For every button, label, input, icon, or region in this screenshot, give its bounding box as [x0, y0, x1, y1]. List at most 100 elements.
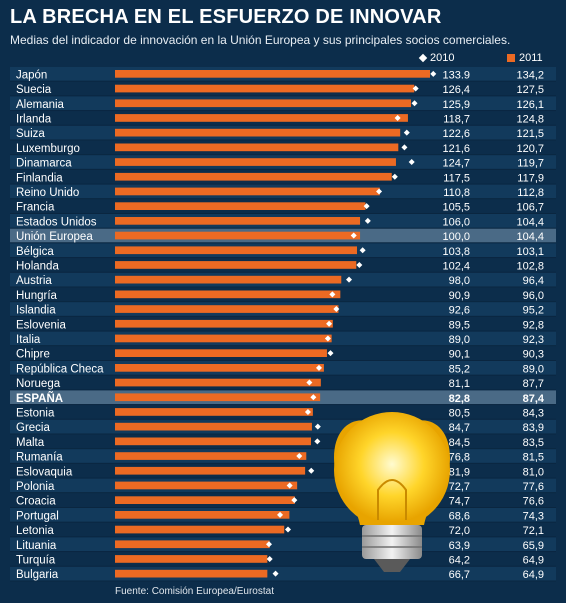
category-label: Chipre: [16, 349, 50, 361]
category-label: ESPAÑA: [16, 392, 63, 405]
value-label-2011: 92,8: [523, 319, 544, 331]
value-label-2010: 89,5: [449, 319, 470, 331]
value-label-2010: 81,9: [449, 466, 470, 478]
marker-2010: [291, 497, 298, 504]
bar-2011: [115, 275, 342, 284]
value-label-2011: 87,4: [523, 393, 545, 405]
legend-2010: 2010: [418, 52, 454, 64]
category-label: Japón: [16, 69, 47, 81]
marker-2010: [376, 188, 383, 195]
value-label-2011: 64,9: [523, 554, 544, 566]
value-label-2011: 65,9: [523, 540, 544, 552]
bar-2011: [115, 246, 358, 255]
category-label: Irlanda: [16, 113, 52, 125]
marker-2010: [327, 350, 334, 357]
marker-2010: [286, 482, 293, 489]
value-label-2011: 89,0: [523, 363, 544, 375]
bulb-globe: [334, 412, 450, 528]
category-label: Portugal: [16, 510, 59, 522]
category-label: Polonia: [16, 481, 55, 493]
bar-2011: [115, 422, 312, 431]
value-label-2011: 83,9: [523, 422, 544, 434]
table-row: [10, 537, 556, 552]
bar-2011: [115, 305, 339, 313]
bar-2011: [115, 349, 327, 357]
value-label-2010: 105,5: [442, 202, 470, 214]
category-label: Lituania: [16, 540, 57, 552]
value-label-2010: 98,0: [449, 275, 470, 287]
marker-2010: [333, 306, 340, 313]
marker-2010: [394, 114, 401, 121]
legend-2011-label: 2011: [519, 52, 543, 64]
source-note: Fuente: Comisión Europea/Eurostat: [115, 586, 274, 597]
value-label-2011: 96,4: [523, 275, 544, 287]
value-label-2010: 133.9: [442, 69, 470, 81]
bulb-base: [362, 525, 422, 559]
value-label-2010: 63,9: [449, 540, 470, 552]
category-label: Noruega: [16, 378, 61, 390]
value-label-2011: 127,5: [516, 84, 544, 96]
bar-2011: [115, 290, 341, 299]
bar-2011: [115, 143, 399, 152]
bar-2011: [115, 511, 290, 519]
marker-2010: [411, 100, 418, 107]
value-label-2011: 134,2: [516, 69, 544, 81]
value-label-2011: 92,3: [523, 334, 544, 346]
value-label-2011: 83,5: [523, 437, 544, 449]
bar-2011: [115, 172, 392, 181]
marker-2010: [308, 467, 315, 474]
bar-2011: [115, 84, 415, 93]
chart-title: LA BRECHA EN EL ESFUERZO DE INNOVAR: [10, 6, 442, 28]
bar-2011: [115, 525, 285, 534]
bar-2011: [115, 496, 295, 504]
bar-2011: [115, 540, 270, 549]
marker-2010: [272, 570, 279, 577]
value-label-2010: 110,8: [443, 187, 470, 199]
value-label-2010: 117,5: [443, 172, 470, 184]
bar-2011: [115, 569, 268, 578]
bar-2011: [115, 408, 313, 416]
value-label-2011: 84,3: [523, 407, 544, 419]
bar-2011: [115, 217, 361, 225]
value-label-2010: 68,6: [449, 510, 470, 522]
value-label-2011: 96,0: [523, 290, 544, 302]
marker-2010: [296, 453, 303, 460]
value-label-2010: 72,7: [449, 481, 470, 493]
category-label: Luxemburgo: [16, 143, 80, 155]
marker-2010: [315, 364, 322, 371]
marker-2010: [326, 320, 333, 327]
category-label: Estonia: [16, 407, 55, 419]
category-label: Holanda: [16, 260, 59, 272]
marker-2010: [277, 511, 284, 518]
value-label-2010: 122,6: [442, 128, 470, 140]
lightbulb-icon: [334, 412, 450, 572]
category-label: Eslovenia: [16, 319, 66, 331]
category-label: República Checa: [16, 363, 104, 375]
category-label: Bulgaria: [16, 569, 59, 581]
value-label-2010: 121,6: [442, 143, 470, 155]
value-label-2010: 118,7: [443, 113, 470, 125]
category-label: Francia: [16, 202, 55, 214]
legend-2011: 2011: [507, 52, 543, 64]
value-label-2011: 76,6: [523, 496, 544, 508]
value-label-2011: 77,6: [523, 481, 544, 493]
marker-2010: [408, 159, 415, 166]
value-label-2010: 102,4: [442, 260, 470, 272]
value-label-2011: 112,8: [517, 187, 544, 199]
category-label: Islandia: [16, 305, 56, 317]
value-label-2011: 106,7: [516, 202, 544, 214]
value-label-2011: 126,1: [516, 99, 544, 111]
value-label-2010: 74,7: [449, 496, 470, 508]
marker-2010: [356, 261, 363, 268]
value-label-2010: 84,7: [449, 422, 470, 434]
value-label-2010: 64,2: [449, 554, 470, 566]
value-label-2011: 102,8: [516, 260, 544, 272]
category-label: Finlandia: [16, 172, 63, 184]
value-label-2011: 64,9: [523, 569, 544, 581]
marker-2010: [346, 276, 353, 283]
category-label: Alemania: [16, 99, 65, 111]
value-label-2011: 104,4: [516, 231, 544, 243]
value-label-2010: 85,2: [449, 363, 470, 375]
value-label-2011: 103,1: [516, 246, 544, 258]
